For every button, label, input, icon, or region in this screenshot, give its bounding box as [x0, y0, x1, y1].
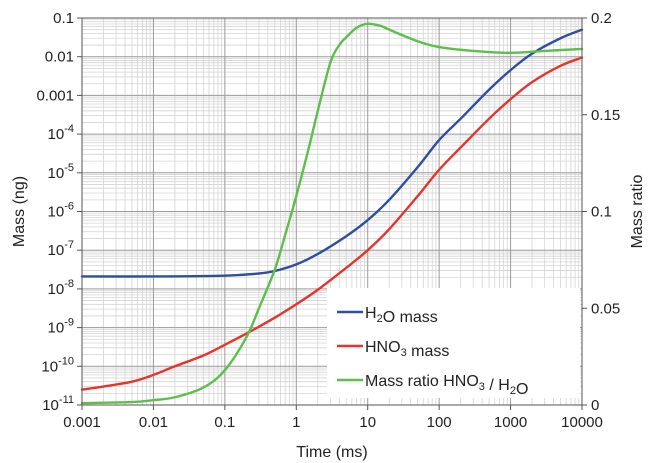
y-left-tick-label: 0.001: [36, 87, 74, 104]
x-tick-label: 10: [359, 414, 376, 431]
y-right-tick-label: 0.15: [591, 107, 620, 124]
x-tick-label: 10000: [561, 414, 603, 431]
y-left-tick-label: 0.1: [53, 10, 74, 27]
y-right-tick-label: 0.05: [591, 300, 620, 317]
y-left-tick-label: 0.01: [45, 49, 74, 66]
y-axis-left-title: Mass (ng): [11, 176, 28, 247]
y-left-tick-label: 10-5: [48, 162, 74, 182]
x-tick-label: 0.1: [214, 414, 235, 431]
y-right-tick-label: 0: [591, 397, 599, 414]
legend-label-h2o: H2O mass: [365, 305, 438, 326]
y-axis-right-ticks: 0 0.05 0.1 0.15 0.2: [582, 10, 620, 414]
y-left-tick-label: 10-11: [42, 394, 74, 414]
x-axis-title: Time (ms): [296, 444, 367, 461]
y-left-tick-label: 10-4: [48, 123, 74, 143]
y-left-tick-label: 10-10: [41, 355, 74, 375]
y-right-tick-label: 0.2: [591, 10, 612, 27]
x-axis-ticks: 0.001 0.01 0.1 1 10 100 1000 10000: [63, 405, 603, 431]
x-tick-label: 1: [292, 414, 300, 431]
y-axis-right-title: Mass ratio: [629, 175, 646, 249]
x-tick-label: 0.001: [63, 414, 101, 431]
y-left-tick-label: 10-7: [48, 239, 74, 259]
x-tick-label: 1000: [494, 414, 527, 431]
x-tick-label: 100: [427, 414, 452, 431]
y-right-tick-label: 0.1: [591, 204, 612, 221]
y-left-tick-label: 10-8: [48, 278, 74, 298]
x-tick-label: 0.01: [139, 414, 168, 431]
y-left-tick-label: 10-9: [48, 317, 74, 337]
y-left-tick-label: 10-6: [48, 201, 74, 221]
y-axis-left-ticks: 0.1 0.01 0.001 10-4 10-5 10-6 10-7 10-8 10-9 10-1…: [36, 10, 82, 414]
